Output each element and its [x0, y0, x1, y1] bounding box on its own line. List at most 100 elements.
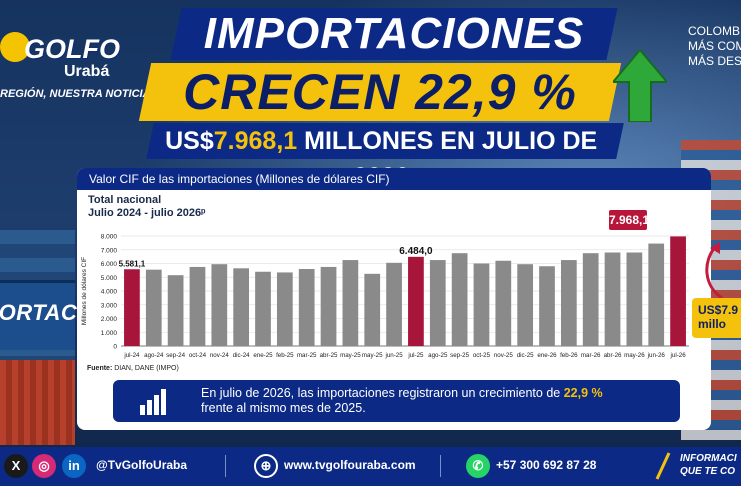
footer-phone[interactable]: +57 300 692 87 28 — [496, 458, 597, 472]
callout-side-line1: US$7.9 — [698, 303, 739, 317]
footer-divider — [440, 455, 441, 477]
footer-right-line1: INFORMACI — [680, 453, 737, 464]
bar-chart: 0 1.000 2.000 3.000 4.000 5.000 6.000 7.000 8.00… — [81, 234, 689, 359]
logo-name-top: GOLFO — [24, 34, 120, 64]
x-icon[interactable]: X — [4, 454, 28, 478]
y-tick-label: 8.000 — [101, 234, 118, 241]
y-tick-label: 5.000 — [101, 275, 118, 282]
side-note-line3: MÁS DESA — [688, 54, 741, 68]
globe-icon: ⊕ — [254, 454, 278, 478]
chart-card-header: Valor CIF de las importaciones (Millones… — [77, 168, 711, 190]
chart-subtitle-line2: Julio 2024 - julio 2026ᵖ — [88, 207, 206, 219]
bar — [233, 268, 250, 346]
slash-divider-icon — [655, 452, 671, 480]
bar — [364, 273, 381, 346]
bar — [473, 263, 490, 346]
brand-tagline: REGIÓN, NUESTRA NOTICIA — [0, 88, 151, 100]
bar — [189, 266, 206, 346]
logo-name-bottom: Urabá — [64, 63, 110, 80]
headline-line1: IMPORTACIONES — [203, 9, 585, 58]
x-tick-label: feb-25 — [276, 352, 294, 359]
bar — [386, 262, 402, 346]
bar — [124, 269, 140, 346]
instagram-icon[interactable]: ◎ — [32, 454, 56, 478]
x-tick-label: oct-25 — [473, 352, 491, 359]
x-tick-label: jun-26 — [647, 352, 666, 359]
chart-card: Valor CIF de las importaciones (Millones… — [77, 168, 711, 430]
brand-logo[interactable]: GOLFO Urabá — [0, 28, 140, 88]
bar — [560, 260, 577, 346]
callout-arrow-icon — [705, 242, 723, 300]
x-tick-label: jul-25 — [407, 352, 424, 359]
x-tick-label: dic-24 — [233, 352, 250, 359]
x-tick-label: oct-24 — [189, 352, 207, 359]
callout-side-line2: millo — [698, 317, 727, 331]
chart-subtitle: Total nacional Julio 2024 - julio 2026ᵖ — [88, 194, 205, 220]
x-tick-label: jun-25 — [384, 352, 403, 359]
x-tick-label: feb-26 — [560, 352, 578, 359]
bar — [408, 256, 424, 346]
side-note-line1: COLOMB — [688, 24, 741, 38]
bar — [451, 253, 468, 346]
x-tick-label: mar-25 — [297, 352, 317, 359]
chart-source-text: DIAN, DANE (IMPO) — [112, 365, 179, 372]
bar — [145, 269, 162, 346]
x-tick-label: mar-26 — [581, 352, 601, 359]
y-tick-label: 2.000 — [101, 316, 118, 323]
bar — [342, 260, 359, 346]
whatsapp-icon[interactable]: ✆ — [466, 454, 490, 478]
x-tick-label: nov-24 — [210, 352, 229, 359]
info-text-line2: frente al mismo mes de 2025. — [201, 401, 366, 415]
callout-side-box: US$7.9 millo — [692, 298, 741, 338]
y-tick-label: 6.000 — [101, 261, 118, 268]
x-tick-label: jul-24 — [123, 352, 140, 359]
growth-chart-icon — [140, 389, 166, 415]
bar — [167, 275, 184, 346]
bar — [539, 266, 555, 346]
latest-value-callout: 7.968,1 — [609, 210, 649, 230]
bar — [670, 236, 686, 346]
y-tick-label: 7.000 — [101, 247, 118, 254]
x-tick-label: may-26 — [624, 352, 645, 359]
bar — [298, 269, 315, 346]
x-tick-label: ago-24 — [144, 352, 164, 359]
footer-website[interactable]: www.tvgolfouraba.com — [284, 458, 416, 472]
y-tick-label: 1.000 — [101, 330, 118, 337]
footer-handle[interactable]: @TvGolfoUraba — [96, 458, 188, 472]
info-banner: En julio de 2026, las importaciones regi… — [113, 380, 680, 422]
x-tick-label: may-25 — [340, 352, 361, 359]
info-text-highlight: 22,9 % — [563, 386, 603, 400]
footer-right-line2: QUE TE CO — [680, 466, 736, 477]
container-red — [0, 360, 75, 445]
bar — [604, 252, 621, 346]
footer-right: INFORMACI QUE TE CO — [680, 452, 737, 478]
data-label: 6.484,0 — [399, 246, 433, 257]
container-blue — [0, 280, 75, 350]
arrow-up-icon — [613, 50, 667, 122]
bar — [276, 272, 293, 346]
x-tick-label: dic-25 — [517, 352, 534, 359]
x-tick-label: ene-26 — [537, 352, 557, 359]
bar — [495, 260, 512, 346]
headline-line2-box: CRECEN 22,9 % — [138, 63, 622, 121]
info-text: En julio de 2026, las importaciones regi… — [201, 386, 603, 416]
headline-line1-box: IMPORTACIONES — [170, 8, 618, 60]
x-tick-label: nov-25 — [494, 352, 513, 359]
headline-line3-box: US$7.968,1 MILLONES EN JULIO DE 2026 — [146, 123, 624, 191]
chart-source: Fuente: DIAN, DANE (IMPO) — [87, 365, 179, 372]
y-tick-label: 0 — [113, 344, 117, 351]
bar — [211, 264, 228, 346]
bar — [517, 264, 534, 346]
x-tick-label: ago-25 — [428, 352, 448, 359]
headline-line3-value: 7.968,1 — [213, 127, 298, 155]
chart-source-label: Fuente: — [87, 365, 113, 372]
bar — [255, 271, 271, 346]
bar — [429, 260, 446, 346]
x-tick-label: jul-26 — [670, 352, 687, 359]
footer-divider — [225, 455, 226, 477]
side-note-line2: MÁS COM — [688, 39, 741, 53]
y-tick-label: 3.000 — [101, 302, 118, 309]
linkedin-icon[interactable]: in — [62, 454, 86, 478]
side-note: COLOMB MÁS COM MÁS DESA — [688, 24, 741, 69]
x-tick-label: abr-26 — [604, 352, 622, 359]
